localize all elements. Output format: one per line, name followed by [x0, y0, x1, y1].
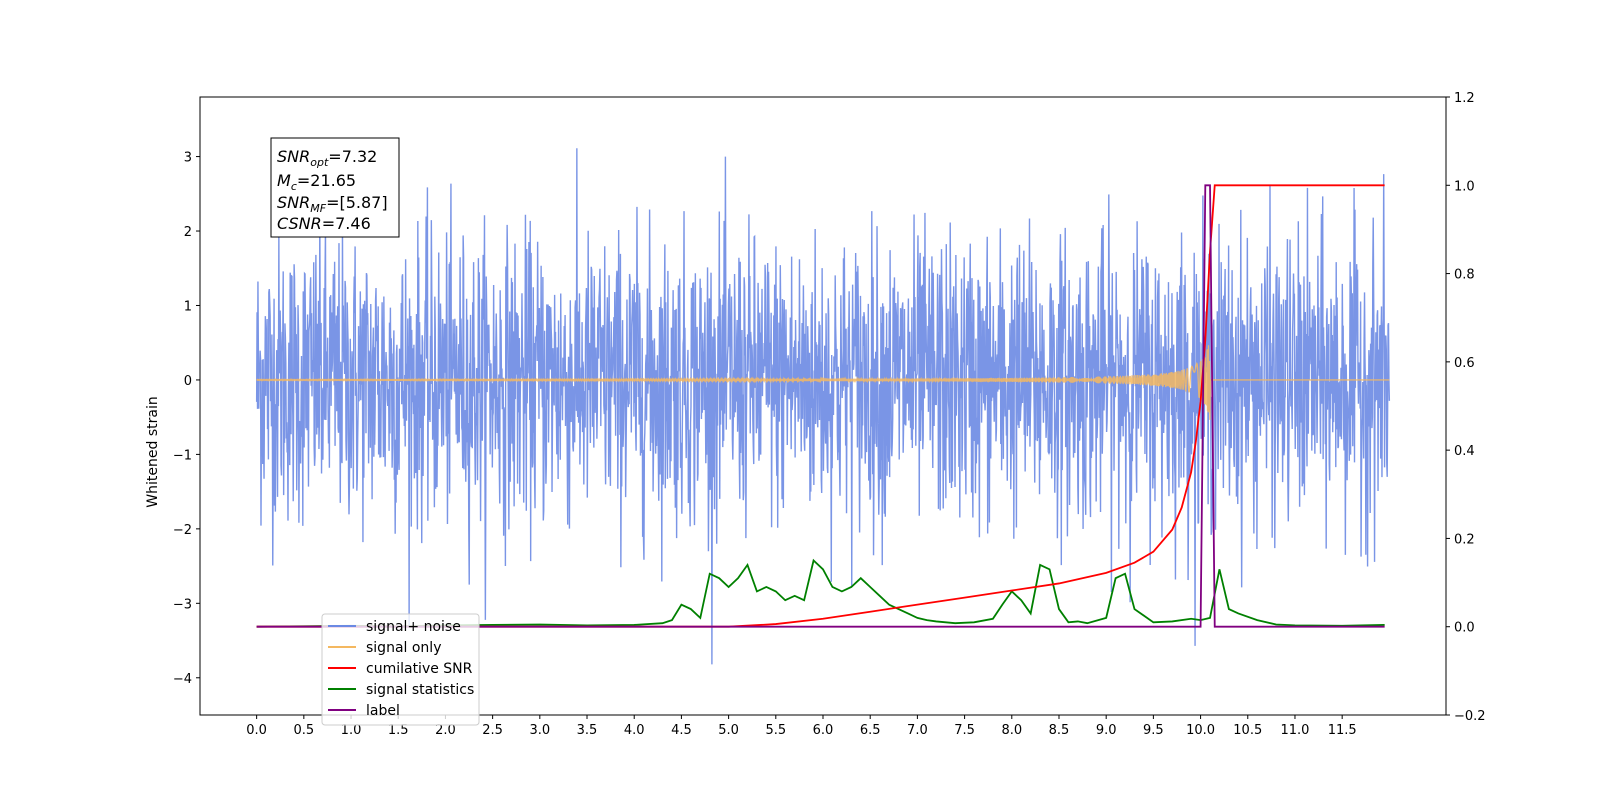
y2-tick-label: 0.0 [1454, 621, 1475, 636]
annotation-snr-mf: SNRMF=[5.87] [277, 193, 388, 215]
y2-tick-label: 1.0 [1454, 179, 1475, 194]
y-tick-label: 2 [184, 225, 192, 240]
axes: 0.0 0.5 1.0 1.5 2.0 2.5 3.0 3.5 4.0 4.5 5.0 5.5 6.0 6… [173, 91, 1486, 738]
x-tick-label: 5.0 [718, 723, 739, 738]
x-tick-label: 4.0 [624, 723, 645, 738]
y2-tick-label: 1.2 [1454, 91, 1475, 106]
x-tick-label: 7.0 [907, 723, 928, 738]
y2-tick-label: −0.2 [1454, 709, 1486, 724]
series-signal-only-line [256, 345, 1390, 420]
legend-label-label: label [366, 703, 400, 719]
x-tick-label: 8.5 [1049, 723, 1070, 738]
x-tick-label: 3.5 [577, 723, 598, 738]
annotation-mc: Mc=21.65 [277, 171, 356, 193]
x-tick-label: 11.0 [1280, 723, 1309, 738]
y2-tick-label: 0.6 [1454, 356, 1475, 371]
x-tick-label: 10.5 [1233, 723, 1262, 738]
legend-label-signal-noise: signal+ noise [366, 619, 461, 635]
legend: signal+ noise signal only cumilative SNR… [321, 613, 480, 726]
y2-tick-label: 0.2 [1454, 532, 1475, 547]
x-tick-label: 8.0 [1001, 723, 1022, 738]
y2-tick-label: 0.4 [1454, 444, 1475, 459]
x-tick-label: 1.0 [341, 723, 362, 738]
x-tick-label: 7.5 [954, 723, 975, 738]
x-tick-label: 9.5 [1143, 723, 1164, 738]
y-tick-label: 3 [184, 151, 192, 166]
legend-label-cumulative-snr: cumilative SNR [366, 661, 473, 677]
annotation-snr-opt: SNRopt=7.32 [277, 147, 377, 169]
x-tick-label: 9.0 [1096, 723, 1117, 738]
plot-area [255, 148, 1391, 665]
y-tick-label: −3 [173, 597, 192, 612]
series-label-line [256, 184, 1385, 628]
annotation-box: SNRopt=7.32 Mc=21.65 SNRMF=[5.87] CSNR=7… [270, 137, 400, 238]
x-tick-label: 3.0 [529, 723, 550, 738]
x-tick-label: 10.0 [1186, 723, 1215, 738]
series-signal-statistics-line [256, 558, 1385, 628]
x-tick-label: 1.5 [388, 723, 409, 738]
y-tick-label: 1 [184, 299, 192, 314]
x-tick-label: 2.5 [482, 723, 503, 738]
y-tick-label: −4 [173, 672, 192, 687]
y-tick-label: −2 [173, 523, 192, 538]
annotation-csnr: CSNR=7.46 [277, 214, 371, 233]
y-axis-title: Whitened strain [145, 396, 161, 507]
legend-label-signal-only: signal only [366, 640, 441, 656]
x-tick-label: 6.0 [813, 723, 834, 738]
x-tick-label: 0.5 [293, 723, 314, 738]
x-tick-label: 4.5 [671, 723, 692, 738]
x-tick-label: 5.5 [765, 723, 786, 738]
y-tick-label: 0 [184, 374, 192, 389]
x-tick-label: 11.5 [1328, 723, 1357, 738]
x-tick-label: 0.0 [246, 723, 267, 738]
x-tick-label: 2.0 [435, 723, 456, 738]
x-tick-label: 6.5 [860, 723, 881, 738]
y2-tick-label: 0.8 [1454, 268, 1475, 283]
legend-label-signal-statistics: signal statistics [366, 682, 474, 698]
y-tick-label: −1 [173, 448, 192, 463]
